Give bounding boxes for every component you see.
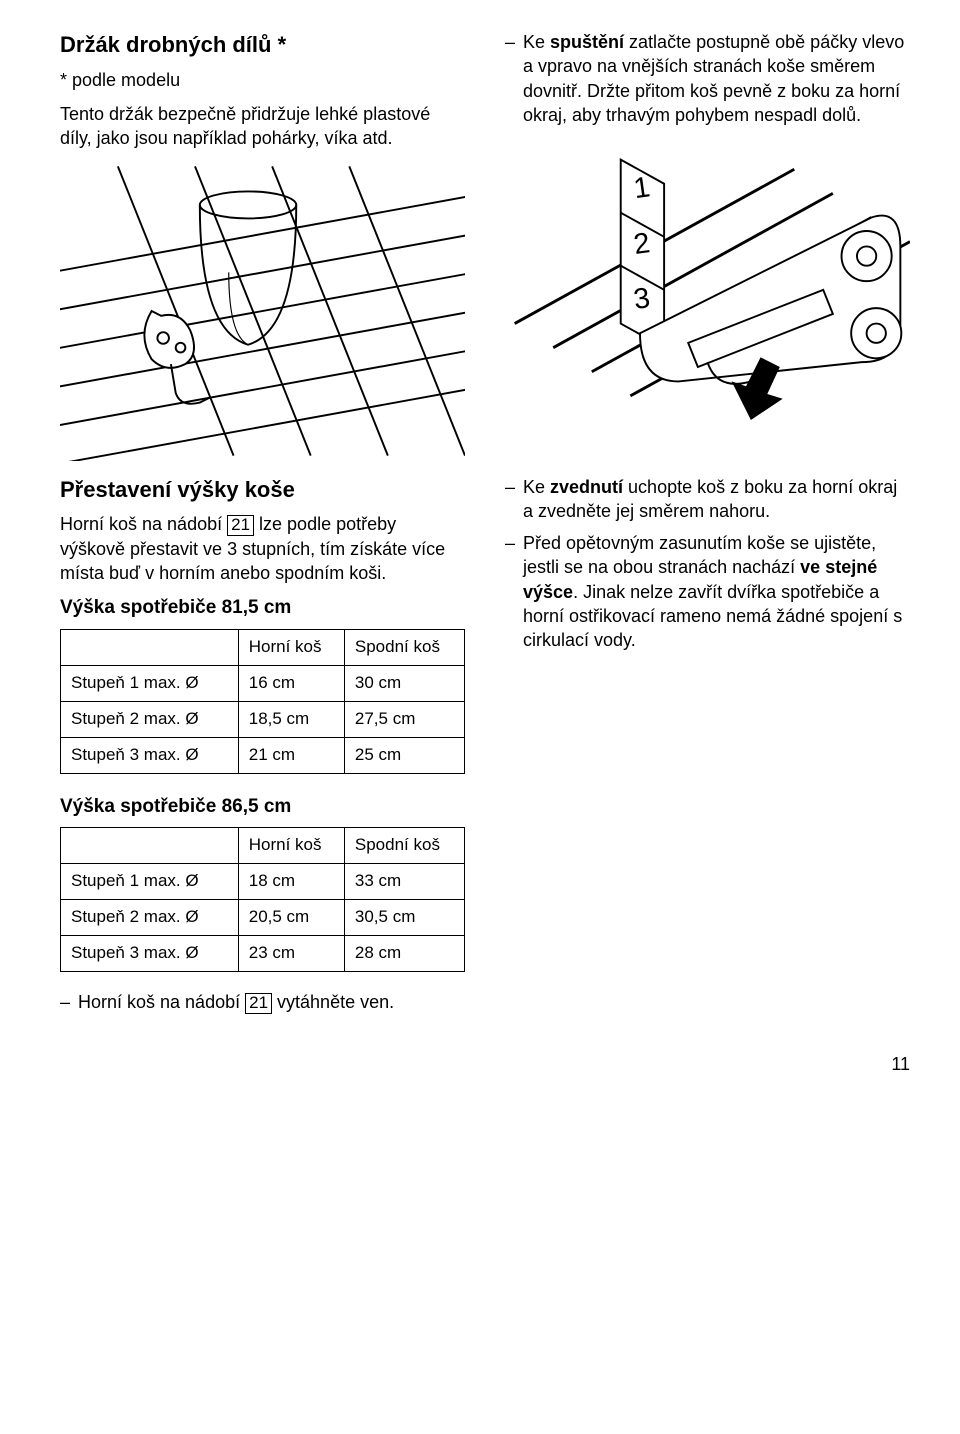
raising-list: Ke zvednutí uchopte koš z boku za horní … [505, 475, 910, 653]
height-adjust-title: Přestavení výšky koše [60, 475, 465, 505]
holder-footnote: * podle modelu [60, 68, 465, 92]
cell: 23 cm [238, 936, 344, 972]
table-row: Stupeň 2 max. Ø 20,5 cm 30,5 cm [61, 900, 465, 936]
cell: 30 cm [344, 665, 464, 701]
cell: Stupeň 2 max. Ø [61, 900, 239, 936]
text: Ke [523, 477, 550, 497]
holder-para: Tento držák bezpečně přidržuje lehké pla… [60, 102, 465, 151]
cell: 25 cm [344, 737, 464, 773]
pullout-bullet: Horní koš na nádobí 21 vytáhněte ven. [60, 990, 465, 1014]
cell: Stupeň 3 max. Ø [61, 737, 239, 773]
table-header-bottom: Spodní koš [344, 828, 464, 864]
raising-bullet: Ke zvednutí uchopte koš z boku za horní … [505, 475, 910, 524]
height-table-2: Horní koš Spodní koš Stupeň 1 max. Ø 18 … [60, 827, 465, 972]
text: Horní koš na nádobí [78, 992, 245, 1012]
height-adjust-para: Horní koš na nádobí 21 lze podle potřeby… [60, 512, 465, 585]
right-column-mid: Ke zvednutí uchopte koš z boku za horní … [505, 475, 910, 792]
table-header-top: Horní koš [238, 828, 344, 864]
table-row: Stupeň 3 max. Ø 23 cm 28 cm [61, 936, 465, 972]
table-row: Stupeň 2 max. Ø 18,5 cm 27,5 cm [61, 701, 465, 737]
table2-title: Výška spotřebiče 86,5 cm [60, 794, 465, 820]
height-table-1: Horní koš Spodní koš Stupeň 1 max. Ø 16 … [60, 629, 465, 774]
cell: 16 cm [238, 665, 344, 701]
cell: 28 cm [344, 936, 464, 972]
holder-svg [60, 161, 465, 461]
height-svg: 1 2 3 [505, 135, 910, 435]
cell: Stupeň 1 max. Ø [61, 665, 239, 701]
table-header-empty [61, 828, 239, 864]
cell: 18,5 cm [238, 701, 344, 737]
cell: 30,5 cm [344, 900, 464, 936]
left-column-bottom: Výška spotřebiče 86,5 cm Horní koš Spodn… [60, 792, 465, 1023]
right-column-bottom [505, 792, 910, 1023]
table-header-top: Horní koš [238, 629, 344, 665]
text: Horní koš na nádobí [60, 514, 227, 534]
lowering-list: Ke spuštění zatlačte postupně obě páčky … [505, 30, 910, 127]
ref-21: 21 [227, 515, 254, 536]
left-column-top: Držák drobných dílů * * podle modelu Ten… [60, 30, 465, 475]
check-bullet: Před opětovným zasunutím koše se ujistět… [505, 531, 910, 652]
text: Ke [523, 32, 550, 52]
cell: Stupeň 3 max. Ø [61, 936, 239, 972]
text-bold: zvednutí [550, 477, 623, 497]
cell: 20,5 cm [238, 900, 344, 936]
cell: Stupeň 1 max. Ø [61, 864, 239, 900]
table-row: Horní koš Spodní koš [61, 629, 465, 665]
table-row: Horní koš Spodní koš [61, 828, 465, 864]
ref-21: 21 [245, 993, 272, 1014]
table-row: Stupeň 3 max. Ø 21 cm 25 cm [61, 737, 465, 773]
cell: Stupeň 2 max. Ø [61, 701, 239, 737]
text-bold: spuštění [550, 32, 624, 52]
left-column-mid: Přestavení výšky koše Horní koš na nádob… [60, 475, 465, 792]
table-header-empty [61, 629, 239, 665]
table-row: Stupeň 1 max. Ø 18 cm 33 cm [61, 864, 465, 900]
illustration-holder [60, 161, 465, 461]
table-header-bottom: Spodní koš [344, 629, 464, 665]
table1-title: Výška spotřebiče 81,5 cm [60, 595, 465, 621]
pullout-list: Horní koš na nádobí 21 vytáhněte ven. [60, 990, 465, 1014]
cell: 27,5 cm [344, 701, 464, 737]
text: vytáhněte ven. [272, 992, 394, 1012]
table-row: Stupeň 1 max. Ø 16 cm 30 cm [61, 665, 465, 701]
cell: 21 cm [238, 737, 344, 773]
page-number: 11 [60, 1052, 910, 1076]
top-row: Držák drobných dílů * * podle modelu Ten… [60, 30, 910, 475]
middle-row: Přestavení výšky koše Horní koš na nádob… [60, 475, 910, 792]
bottom-row: Výška spotřebiče 86,5 cm Horní koš Spodn… [60, 792, 910, 1023]
lowering-bullet: Ke spuštění zatlačte postupně obě páčky … [505, 30, 910, 127]
right-column-top: Ke spuštění zatlačte postupně obě páčky … [505, 30, 910, 475]
cell: 33 cm [344, 864, 464, 900]
cell: 18 cm [238, 864, 344, 900]
text: . Jinak nelze zavřít dvířka spotřebiče a… [523, 582, 902, 651]
holder-title: Držák drobných dílů * [60, 30, 465, 60]
illustration-height: 1 2 3 [505, 135, 910, 435]
